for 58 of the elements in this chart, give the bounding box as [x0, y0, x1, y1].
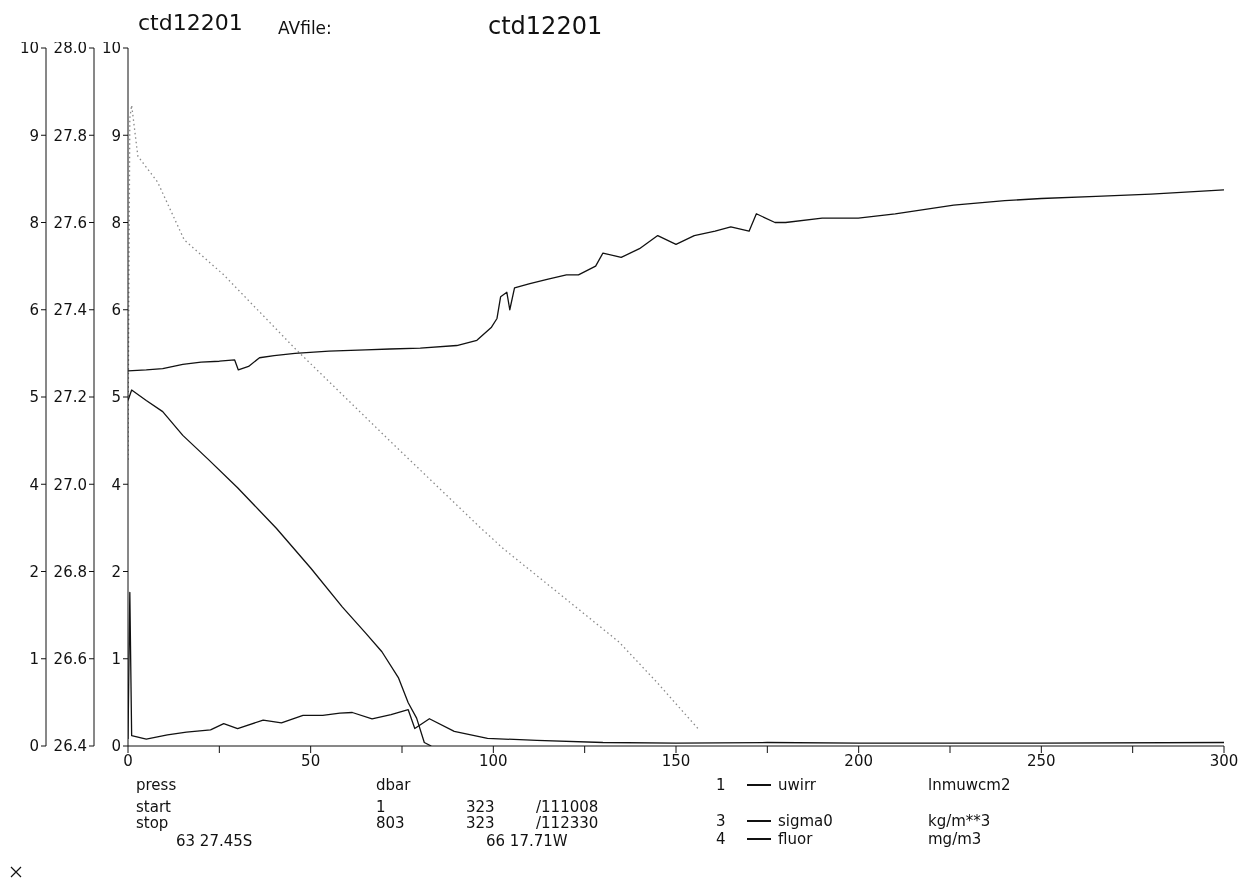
x-tick-label: 0: [123, 751, 133, 770]
y2-tick-label: 27.6: [53, 213, 87, 232]
text: AVfile:: [278, 18, 332, 38]
text: 1: [716, 776, 727, 794]
text: ctd12201: [488, 12, 603, 40]
x-tick-label: 100: [479, 751, 508, 770]
y-tick-label: 4: [111, 475, 121, 494]
y-tick-label: 0: [111, 737, 121, 756]
text: 63 27.45S: [176, 832, 253, 850]
text: kg/m**3: [928, 812, 991, 830]
y3-tick-label: 6: [29, 301, 39, 320]
x-tick-label: 250: [1027, 751, 1056, 770]
text: 3: [716, 812, 727, 830]
y3-tick-label: 10: [19, 39, 39, 58]
x-tick-label: 50: [301, 751, 321, 770]
y2-tick-label: 27.4: [53, 301, 87, 320]
y2-tick-label: 27.0: [53, 475, 87, 494]
text: 323: [466, 798, 495, 816]
text: /111008: [536, 798, 599, 816]
y3-tick-label: 4: [29, 475, 39, 494]
chart-title: ctd12201: [138, 10, 243, 35]
text: 323: [466, 814, 495, 832]
text: start: [136, 798, 171, 816]
y2-tick-label: 26.8: [53, 562, 87, 581]
text: stop: [136, 814, 169, 832]
text: dbar: [376, 776, 411, 794]
x-tick-label: 200: [844, 751, 873, 770]
y3-tick-label: 2: [29, 562, 39, 581]
y-tick-label: 10: [101, 39, 121, 58]
text: mg/m3: [928, 830, 982, 848]
y2-tick-label: 28.0: [53, 39, 87, 58]
text: /112330: [536, 814, 599, 832]
text: 803: [376, 814, 405, 832]
legend-label: sigma0: [778, 812, 834, 830]
x-axis-title: press: [136, 776, 177, 794]
y2-tick-label: 26.6: [53, 650, 87, 669]
text: lnmuwcm2: [928, 776, 1011, 794]
legend-label: uwirr: [778, 776, 817, 794]
y2-tick-label: 26.4: [53, 737, 87, 756]
y-tick-label: 5: [111, 388, 121, 407]
y-tick-label: 8: [111, 213, 121, 232]
legend-label: fluor: [778, 830, 814, 848]
y3-tick-label: 0: [29, 737, 39, 756]
x-tick-label: 150: [661, 751, 691, 770]
y2-tick-label: 27.2: [53, 388, 87, 407]
y3-tick-label: 9: [29, 126, 39, 145]
y3-tick-label: 1: [29, 650, 39, 669]
y-tick-label: 9: [111, 126, 121, 145]
y3-tick-label: 8: [29, 213, 39, 232]
text: 4: [716, 830, 727, 848]
y-tick-label: 6: [111, 301, 121, 320]
x-tick-label: 300: [1209, 751, 1239, 770]
text: 1: [376, 798, 386, 816]
y3-tick-label: 5: [29, 388, 39, 407]
y-tick-label: 2: [111, 562, 121, 581]
y-tick-label: 1: [111, 650, 121, 669]
y2-tick-label: 27.8: [53, 126, 87, 145]
text: 66 17.71W: [486, 832, 568, 850]
